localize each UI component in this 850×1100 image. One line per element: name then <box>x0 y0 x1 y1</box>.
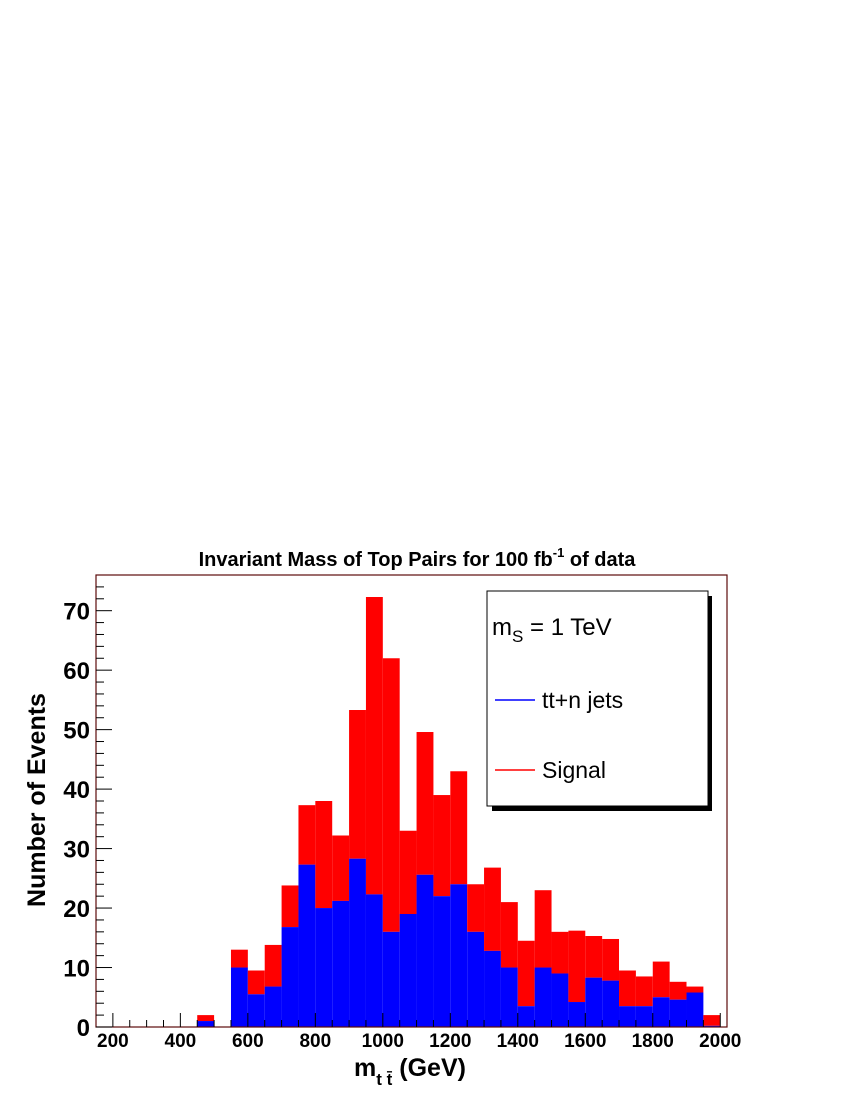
signal-bar <box>197 1015 215 1022</box>
signal-bar <box>264 944 282 987</box>
x-tick-label: 1000 <box>362 1031 404 1052</box>
signal-bar <box>484 867 501 951</box>
signal-bar <box>551 931 569 974</box>
signal-bar <box>703 1015 721 1026</box>
x-tick-label: 1400 <box>497 1031 539 1052</box>
ttjets-bar <box>315 908 333 1027</box>
y-axis: 0 10 20 30 40 50 60 70 <box>63 586 112 1042</box>
ttjets-bar <box>399 914 417 1027</box>
ttjets-bar <box>686 992 704 1027</box>
ttjets-bar <box>517 1006 535 1027</box>
ttjets-bar <box>365 894 383 1027</box>
ttjets-bar <box>467 931 485 1027</box>
signal-bar <box>332 835 350 901</box>
ttjets-bar <box>551 973 569 1027</box>
y-tick-label: 0 <box>77 1015 90 1042</box>
signal-bar <box>652 961 670 998</box>
x-tick-label: 1800 <box>632 1031 674 1052</box>
signal-bar <box>315 801 333 909</box>
signal-bar <box>568 930 586 1003</box>
legend-label-signal: Signal <box>542 757 606 783</box>
x-tick-label: 600 <box>232 1031 264 1052</box>
signal-bar <box>500 902 518 968</box>
chart-title: Invariant Mass of Top Pairs for 100 fb-1… <box>199 545 637 571</box>
x-tick-label: 200 <box>97 1031 129 1052</box>
legend-header: mS = 1 TeV <box>492 614 612 646</box>
ttjets-bar <box>264 986 282 1027</box>
ttjets-bar <box>619 1006 636 1027</box>
signal-bar <box>686 986 704 993</box>
signal-bar <box>416 732 434 875</box>
ttjets-bar <box>568 1002 586 1027</box>
signal-bar <box>433 795 451 897</box>
ttjets-bar <box>450 884 468 1027</box>
x-tick-label: 800 <box>299 1031 331 1052</box>
ttjets-bar <box>416 874 434 1027</box>
x-tick-label: 1200 <box>429 1031 471 1052</box>
ttjets-bar <box>230 967 248 1027</box>
ttjets-bar <box>484 950 501 1027</box>
ttjets-bar <box>534 967 552 1027</box>
y-axis-label: Number of Events <box>23 693 51 907</box>
histogram-bars <box>197 597 721 1027</box>
signal-bar <box>467 884 485 932</box>
signal-bar <box>585 936 603 978</box>
signal-bar <box>349 710 366 859</box>
signal-bar <box>281 885 299 928</box>
signal-bar <box>534 890 552 968</box>
signal-bar <box>602 938 620 981</box>
y-tick-label: 70 <box>63 599 90 626</box>
signal-bar <box>635 976 653 1007</box>
ttjets-bar <box>332 900 350 1027</box>
y-tick-label: 10 <box>63 956 90 983</box>
ttjets-bar <box>433 896 451 1027</box>
x-axis: 200 400 600 800 1000 1200 1400 1600 1800 2000 <box>97 1013 741 1052</box>
x-tick-label: 400 <box>165 1031 197 1052</box>
signal-bar <box>247 970 265 995</box>
ttjets-bar <box>298 864 316 1027</box>
signal-bar <box>517 940 535 1007</box>
y-tick-label: 20 <box>63 896 90 923</box>
ttjets-bar <box>382 931 400 1027</box>
ttjets-bar <box>585 977 603 1027</box>
signal-bar <box>450 771 468 885</box>
x-axis-label: mt t̄ (GeV) <box>354 1054 466 1089</box>
legend-label-ttjets: tt+n jets <box>542 687 623 713</box>
y-tick-label: 30 <box>63 837 90 864</box>
ttjets-bar <box>197 1021 215 1027</box>
signal-bar <box>230 949 248 968</box>
ttjets-bar <box>247 994 265 1027</box>
ttjets-bar <box>635 1006 653 1027</box>
signal-bar <box>399 830 417 914</box>
x-tick-label: 2000 <box>699 1031 741 1052</box>
ttjets-bar <box>500 967 518 1027</box>
y-tick-label: 50 <box>63 718 90 745</box>
x-tick-label: 1600 <box>564 1031 606 1052</box>
y-tick-label: 60 <box>63 658 90 685</box>
signal-bar <box>669 981 687 1000</box>
ttjets-bar <box>349 858 366 1027</box>
legend: mS = 1 TeV tt+n jets Signal <box>486 590 712 811</box>
ttjets-bar <box>602 980 620 1027</box>
ttjets-bar <box>669 999 687 1027</box>
signal-bar <box>298 805 316 865</box>
signal-bar <box>365 597 383 895</box>
signal-bar <box>619 970 636 1007</box>
signal-bar <box>382 658 400 932</box>
ttjets-bar <box>652 997 670 1027</box>
ttjets-bar <box>281 927 299 1027</box>
y-tick-label: 40 <box>63 777 90 804</box>
